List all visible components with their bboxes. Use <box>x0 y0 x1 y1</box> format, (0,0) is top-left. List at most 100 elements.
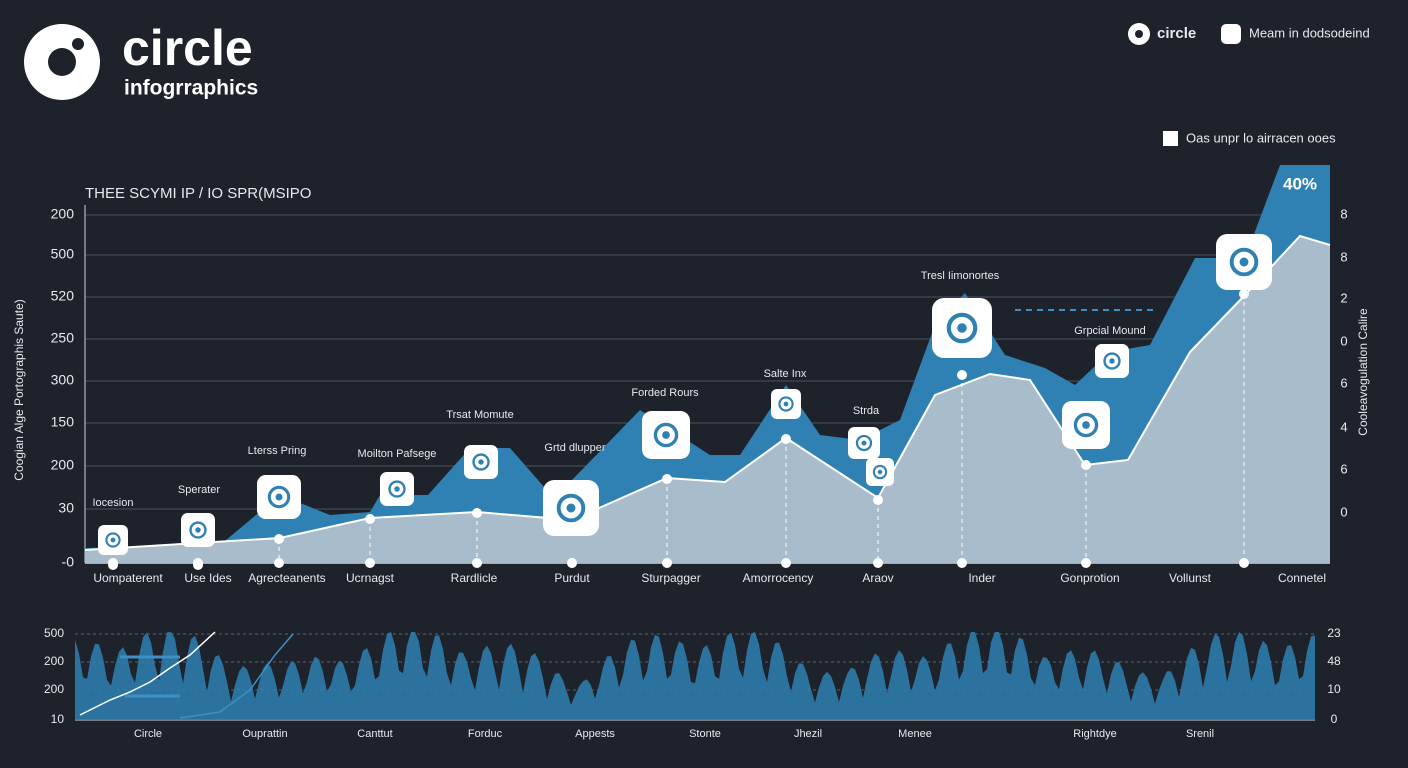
mini-x-tick-label: Ouprattin <box>242 728 287 740</box>
x-tick-label: Rardlicle <box>451 571 498 585</box>
base-dot <box>1239 558 1249 568</box>
icon-glyph <box>267 485 291 509</box>
annotation: Salte Inx <box>764 368 807 380</box>
mini-y-tick-label: 200 <box>44 654 64 668</box>
icon-glyph-core <box>195 527 201 533</box>
icon-glyph-core <box>783 401 789 407</box>
icon-glyph-core <box>394 486 400 492</box>
logo-dot <box>72 38 84 50</box>
y2-tick-label: 4 <box>1340 419 1347 434</box>
mini-y-tick-label: 10 <box>51 712 65 726</box>
y-tick-label: -0 <box>62 554 75 570</box>
base-dot <box>567 558 577 568</box>
annotation: Lterss Pring <box>248 445 307 457</box>
base-dot <box>662 558 672 568</box>
x-tick-label: Purdut <box>554 571 590 585</box>
y-tick-label: 200 <box>51 206 75 222</box>
mini-y2-tick-label: 0 <box>1331 712 1338 726</box>
pin-dot <box>472 508 482 518</box>
logo-title: circle <box>122 20 253 76</box>
base-dot <box>193 558 203 568</box>
icon-glyph-core <box>1239 257 1249 267</box>
x-tick-label: Vollunst <box>1169 571 1212 585</box>
icon-glyph-core <box>662 431 670 439</box>
icon-glyph <box>1073 412 1099 438</box>
mini-x-tick-label: Stonte <box>689 728 721 740</box>
icon-glyph <box>472 453 490 471</box>
icon-glyph-core <box>877 469 883 475</box>
icon-glyph <box>1229 247 1259 277</box>
y-axis-title: Coogian Alge Portographis Saute) <box>12 299 26 480</box>
mini-y2-tick-label: 10 <box>1327 682 1341 696</box>
x-tick-label: Sturpagger <box>641 571 700 585</box>
legend-label: Oas unpr lo airracen ooes <box>1186 130 1336 145</box>
icon-glyph-core <box>1082 421 1090 429</box>
x-tick-label: Inder <box>968 571 995 585</box>
icon-glyph <box>388 480 406 498</box>
mini-y2-tick-label: 48 <box>1327 654 1341 668</box>
y2-tick-label: 6 <box>1340 375 1347 390</box>
icon-glyph <box>189 521 207 539</box>
base-dot <box>957 558 967 568</box>
y2-tick-label: 8 <box>1340 206 1347 221</box>
pin-dot <box>274 534 284 544</box>
base-dot <box>274 558 284 568</box>
x-tick-label: Use Ides <box>184 571 231 585</box>
y2-tick-label: 0 <box>1340 504 1347 519</box>
mini-x-tick-label: Rightdye <box>1073 728 1116 740</box>
annotation: Forded Rours <box>631 387 699 399</box>
annotation: Iocesion <box>93 497 134 509</box>
mini-area <box>75 632 1315 720</box>
menu[interactable]: Meam in dodsodeind <box>1249 25 1370 40</box>
base-dot <box>873 558 883 568</box>
main-title: THEE SCYMI IP / IO SPR(MSIPO <box>85 185 311 202</box>
pin-dot <box>365 514 375 524</box>
icon-glyph <box>653 422 679 448</box>
icon-glyph-core <box>275 493 283 501</box>
y-tick-label: 200 <box>51 457 75 473</box>
x-tick-label: Connetel <box>1278 571 1326 585</box>
icon-glyph-core <box>566 503 576 513</box>
y2-axis-title: Cooleavogulation Calire <box>1356 308 1370 436</box>
x-tick-label: Ucrnagst <box>346 571 395 585</box>
x-tick-label: Amorrocency <box>743 571 814 585</box>
x-tick-label: Agrecteanents <box>248 571 325 585</box>
base-dot <box>365 558 375 568</box>
brand-icon-hole <box>1135 30 1143 38</box>
y2-tick-label: 6 <box>1340 461 1347 476</box>
y2-tick-label: 8 <box>1340 249 1347 264</box>
mini-x-tick-label: Srenil <box>1186 728 1214 740</box>
icon-glyph-core <box>957 323 967 333</box>
annotation: Grtd dlupper <box>544 442 605 454</box>
annotation: Grpcial Mound <box>1074 325 1146 337</box>
mini-y2-tick-label: 23 <box>1327 626 1341 640</box>
icon-glyph <box>778 396 794 412</box>
y-tick-label: 500 <box>51 246 75 262</box>
icon-glyph <box>105 532 121 548</box>
y-tick-label: 150 <box>51 414 75 430</box>
base-dot <box>1081 558 1091 568</box>
x-tick-label: Uompaterent <box>93 571 163 585</box>
light-area <box>85 236 1330 563</box>
base-dot <box>781 558 791 568</box>
annotation: Strda <box>853 405 880 417</box>
y-tick-label: 300 <box>51 372 75 388</box>
y2-tick-label: 0 <box>1340 333 1347 348</box>
light-line <box>84 234 1331 551</box>
annotation: Tresl Iimonortes <box>921 270 1000 282</box>
annotation: Trsat Momute <box>446 409 513 421</box>
mini-x-tick-label: Appests <box>575 728 615 740</box>
mini-x-tick-label: Circle <box>134 728 162 740</box>
base-dot <box>472 558 482 568</box>
logo-hole <box>48 48 76 76</box>
y-tick-label: 250 <box>51 330 75 346</box>
icon-glyph-core <box>1109 358 1115 364</box>
mini-y-tick-label: 200 <box>44 682 64 696</box>
mini-x-tick-label: Canttut <box>357 728 392 740</box>
brand[interactable]: circle <box>1157 25 1196 42</box>
mini-line-white <box>79 631 216 716</box>
annotation: Moilton Pafsege <box>358 448 437 460</box>
base-dot <box>108 558 118 568</box>
